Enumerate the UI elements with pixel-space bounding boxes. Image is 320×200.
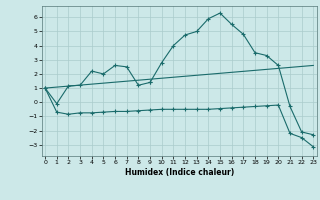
X-axis label: Humidex (Indice chaleur): Humidex (Indice chaleur) [124, 168, 234, 177]
